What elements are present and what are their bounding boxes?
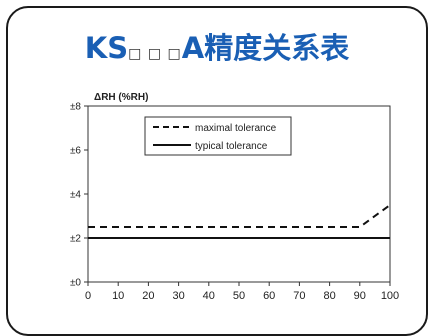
title-prefix: KS (84, 31, 129, 65)
x-tick-label: 60 (263, 290, 275, 302)
x-tick-label: 100 (381, 290, 399, 302)
y-tick-label: ±4 (70, 190, 81, 201)
title-boxes: □ □ □ (128, 46, 182, 62)
tolerance-chart: ±0 ±2 ±4 ±6 ±8 0 10 20 30 40 50 60 70 80 90 100 ΔRH (%RH… (70, 92, 399, 302)
title-suffix: A精度关系表 (181, 31, 350, 65)
legend-label-0: maximal tolerance (195, 123, 277, 134)
legend-box (144, 116, 292, 156)
series-lines (88, 204, 391, 239)
axes: ±0 ±2 ±4 ±6 ±8 0 10 20 30 40 50 60 70 80 90 100 ΔRH (%RH… (70, 92, 399, 302)
card-frame (6, 6, 428, 336)
x-tick-label: 70 (293, 290, 305, 302)
y-axis-label: ΔRH (%RH) (94, 92, 148, 103)
x-tick-label: 20 (142, 290, 154, 302)
legend: maximal tolerance typical tolerance (144, 116, 292, 156)
page-title: KS□ □ □A精度关系表 (0, 28, 434, 74)
y-tick-label: ±6 (70, 146, 81, 157)
x-tick-label: 0 (85, 290, 91, 302)
y-tick-label: ±8 (70, 102, 81, 113)
series-line-0 (88, 204, 391, 228)
x-tick-label: 50 (233, 290, 245, 302)
x-tick-label: 90 (354, 290, 366, 302)
x-tick-label: 80 (323, 290, 335, 302)
legend-label-1: typical tolerance (195, 141, 268, 152)
x-tick-label: 30 (172, 290, 184, 302)
x-tick-label: 40 (203, 290, 215, 302)
x-tick-label: 10 (112, 290, 124, 302)
y-tick-label: ±0 (70, 278, 81, 289)
y-tick-label: ±2 (70, 234, 81, 245)
